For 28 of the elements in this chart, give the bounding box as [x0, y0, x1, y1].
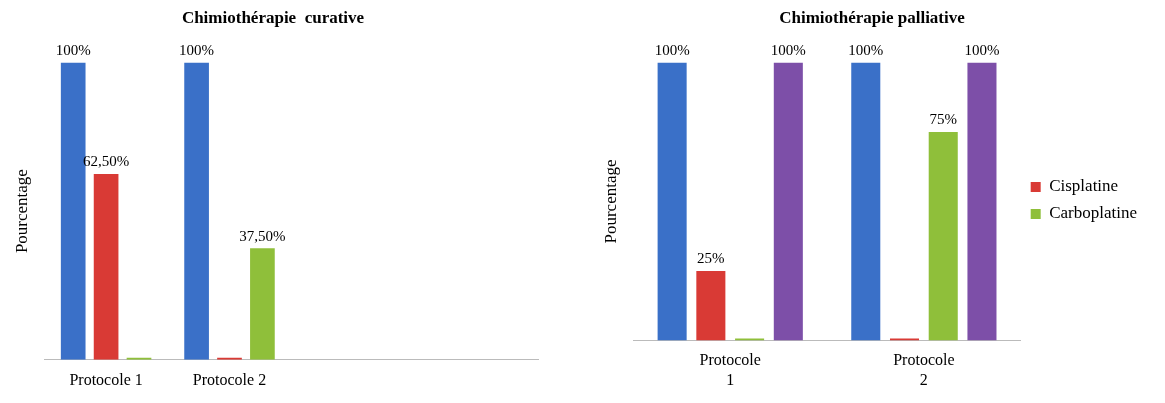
data-label: 100%: [848, 41, 884, 58]
bar: [928, 131, 958, 341]
bar: [250, 248, 275, 360]
bar: [93, 173, 119, 360]
data-label: 25%: [697, 250, 725, 267]
data-label: 100%: [654, 41, 690, 58]
y-axis-title: Pourcentage: [600, 159, 620, 244]
data-label: 100%: [179, 41, 215, 58]
bar: [773, 62, 803, 341]
x-tick-label: Protocole 1: [69, 370, 143, 388]
data-label: 37,50%: [239, 227, 286, 244]
x-tick-label: Protocole 1: [699, 351, 761, 388]
x-tick-label: Protocole 2: [192, 370, 267, 388]
bar: [851, 62, 881, 341]
data-label: 75%: [929, 111, 957, 128]
bar: [967, 62, 997, 341]
x-tick-label: Protocole 2: [893, 351, 955, 388]
data-label: 100%: [55, 41, 91, 58]
bar: [696, 271, 726, 341]
chart-title: Chimiothérapie palliative: [779, 7, 966, 27]
bar: [184, 62, 209, 360]
y-axis-title: Pourcentage: [11, 169, 31, 254]
bar: [657, 62, 687, 341]
legend-label: Cisplatine: [1049, 176, 1119, 196]
legend-label: Carboplatine: [1049, 203, 1138, 223]
chart-title: Chimiothérapie curative: [181, 7, 365, 27]
data-label: 100%: [770, 41, 806, 58]
data-label: 100%: [964, 41, 1000, 58]
